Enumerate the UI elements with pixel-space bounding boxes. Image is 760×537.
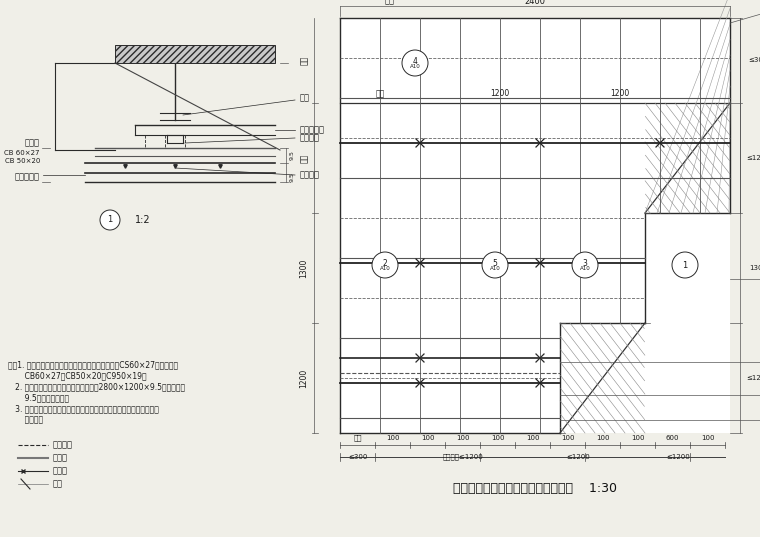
Text: 次龙骨: 次龙骨 (25, 139, 40, 148)
Text: 1200: 1200 (299, 368, 309, 388)
Text: 次龙骨: 次龙骨 (53, 454, 68, 462)
Bar (340, 18, 730, 433)
Circle shape (402, 50, 428, 76)
Text: 上人双层石膏板吊顶平面（一）示例    1:30: 上人双层石膏板吊顶平面（一）示例 1:30 (453, 482, 617, 495)
Text: 1: 1 (107, 215, 112, 224)
Text: 自攻螺丝: 自攻螺丝 (300, 171, 320, 179)
Text: 余框: 余框 (299, 154, 309, 163)
Text: 100: 100 (701, 435, 714, 441)
Text: CB 60×27: CB 60×27 (5, 150, 40, 156)
Text: ≤1200: ≤1200 (666, 454, 690, 460)
Text: 2: 2 (382, 259, 388, 268)
Text: CB 50×20: CB 50×20 (5, 158, 40, 164)
Text: 2. 板材：底层板为纸面石膏板，规格为2800×1200×9.5。面层板为: 2. 板材：底层板为纸面石膏板，规格为2800×1200×9.5。面层板为 (8, 382, 185, 391)
Circle shape (482, 252, 508, 278)
Text: 100: 100 (561, 435, 575, 441)
Text: ≤300: ≤300 (348, 454, 368, 460)
Text: CB60×27或CB50×20或C950×19。: CB60×27或CB50×20或C950×19。 (8, 371, 147, 380)
Text: 注：1. 龙骨为上人体系，双层排列。上人主龙骨采用CS60×27，次龙骨为: 注：1. 龙骨为上人体系，双层排列。上人主龙骨采用CS60×27，次龙骨为 (8, 360, 178, 369)
Text: 3: 3 (583, 259, 587, 268)
Text: 吊点中距≤1200: 吊点中距≤1200 (442, 454, 483, 460)
Text: 余框: 余框 (353, 434, 362, 441)
Text: 100: 100 (596, 435, 610, 441)
Text: 主龙骨: 主龙骨 (53, 467, 68, 475)
Text: 吊点: 吊点 (53, 480, 63, 489)
Text: 1300: 1300 (299, 258, 309, 278)
Text: 横撑龙骨: 横撑龙骨 (300, 134, 320, 142)
Text: 1200: 1200 (610, 90, 629, 98)
Text: 100: 100 (526, 435, 540, 441)
Text: ≤1200: ≤1200 (746, 155, 760, 161)
Text: A10: A10 (580, 265, 591, 271)
Text: 1:2: 1:2 (135, 215, 150, 225)
Bar (115, 45, 275, 63)
Text: 1300: 1300 (749, 265, 760, 271)
Text: 余框: 余框 (375, 90, 385, 98)
Text: 9.5厚纸面石膏板。: 9.5厚纸面石膏板。 (8, 393, 69, 402)
Text: ≤1200: ≤1200 (566, 454, 590, 460)
Circle shape (372, 252, 398, 278)
Text: 余框: 余框 (385, 0, 395, 5)
Text: ≤1200: ≤1200 (746, 375, 760, 381)
Text: A10: A10 (380, 265, 391, 271)
Text: A10: A10 (410, 63, 420, 69)
Text: 挂件: 挂件 (300, 93, 310, 103)
Text: 上人主龙骨: 上人主龙骨 (300, 126, 325, 134)
Text: 2400: 2400 (524, 0, 546, 5)
Text: 4: 4 (413, 57, 417, 66)
Text: A10: A10 (489, 265, 500, 271)
Circle shape (672, 252, 698, 278)
Text: 100: 100 (491, 435, 504, 441)
Text: 100: 100 (456, 435, 469, 441)
Text: 缝放置。: 缝放置。 (8, 415, 43, 424)
Text: 5: 5 (492, 259, 498, 268)
Text: 9.5: 9.5 (290, 150, 295, 161)
Text: 100: 100 (386, 435, 399, 441)
Text: 9.5: 9.5 (290, 172, 295, 183)
Circle shape (100, 210, 120, 230)
Text: 100: 100 (421, 435, 434, 441)
Text: 1200: 1200 (490, 90, 510, 98)
Text: 3. 重要工程项目，如采用双层纸面石膏板吊顶，上、下层石膏板应错: 3. 重要工程项目，如采用双层纸面石膏板吊顶，上、下层石膏板应错 (8, 404, 159, 413)
Text: ≤300: ≤300 (749, 57, 760, 63)
Text: 600: 600 (666, 435, 679, 441)
Text: 1: 1 (682, 260, 688, 270)
Text: 余框: 余框 (299, 56, 309, 65)
Text: 100: 100 (631, 435, 644, 441)
Text: 横撑龙骨: 横撑龙骨 (53, 440, 73, 449)
Text: 纸面石膏板: 纸面石膏板 (15, 172, 40, 182)
Circle shape (572, 252, 598, 278)
